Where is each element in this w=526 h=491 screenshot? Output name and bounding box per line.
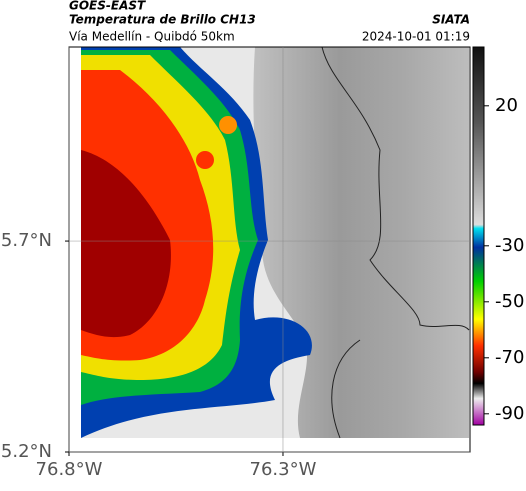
x-tick-label: 76.3°W (250, 459, 317, 480)
x-tick-label: 76.8°W (36, 459, 103, 480)
colorbar-tick-label: -70 (495, 347, 524, 368)
colorbar-tick-label: -90 (495, 403, 524, 424)
colorbar-tick-label: -30 (495, 235, 524, 256)
y-tick-label: 5.2°N (1, 441, 52, 462)
subtitle: Vía Medellín - Quibdó 50km (69, 30, 235, 44)
datetime: 2024-10-01 01:19 (362, 30, 470, 44)
title: Temperatura de Brillo CH13 (69, 13, 256, 27)
satellite-image (81, 47, 469, 438)
satellite: GOES-EAST (69, 0, 146, 13)
colorbar (472, 46, 485, 426)
colorbar-tick-label: -50 (495, 291, 524, 312)
boundary (321, 46, 470, 439)
y-tick-label: 5.7°N (1, 230, 52, 251)
source: SIATA (432, 13, 470, 27)
colorbar-tick-label: 20 (495, 95, 518, 116)
